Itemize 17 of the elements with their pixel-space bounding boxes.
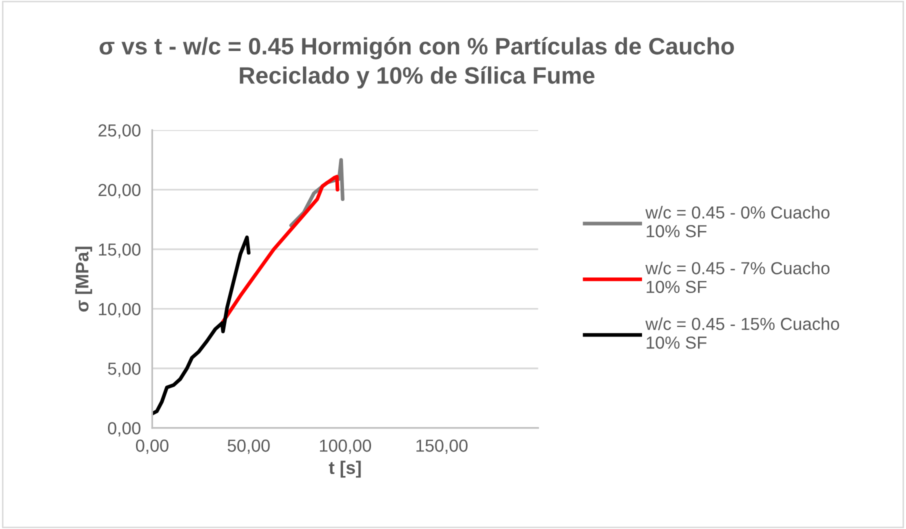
legend-label: w/c = 0.45 - 0% Cuacho 10% SF	[645, 206, 830, 238]
x-axis-title: t [s]	[328, 460, 361, 478]
line-series	[152, 236, 250, 416]
y-tick-label: 10,00	[98, 303, 140, 318]
y-tick-label: 20,00	[98, 184, 140, 198]
y-tick-label: 0,00	[108, 422, 140, 436]
legend-label: w/c = 0.45 - 7% Cuacho 10% SF	[645, 262, 830, 294]
x-tick-label: 150,00	[416, 440, 468, 454]
y-axis-title: σ [MPa]	[75, 246, 92, 312]
x-tick-label: 50,00	[228, 440, 270, 454]
legend-label: w/c = 0.45 - 15% Cuacho 10% SF	[645, 317, 840, 349]
y-tick-label: 5,00	[108, 362, 140, 377]
x-tick-label: 0,00	[136, 440, 168, 454]
chart-title: σ vs t - w/c = 0.45 Hormigón con % Partículas de Caucho Reciclado y 10% de Sílica Fume	[100, 37, 734, 88]
y-tick-label: 15,00	[98, 243, 140, 258]
x-tick-label: 100,00	[320, 440, 372, 454]
y-tick-label: 25,00	[98, 124, 140, 139]
